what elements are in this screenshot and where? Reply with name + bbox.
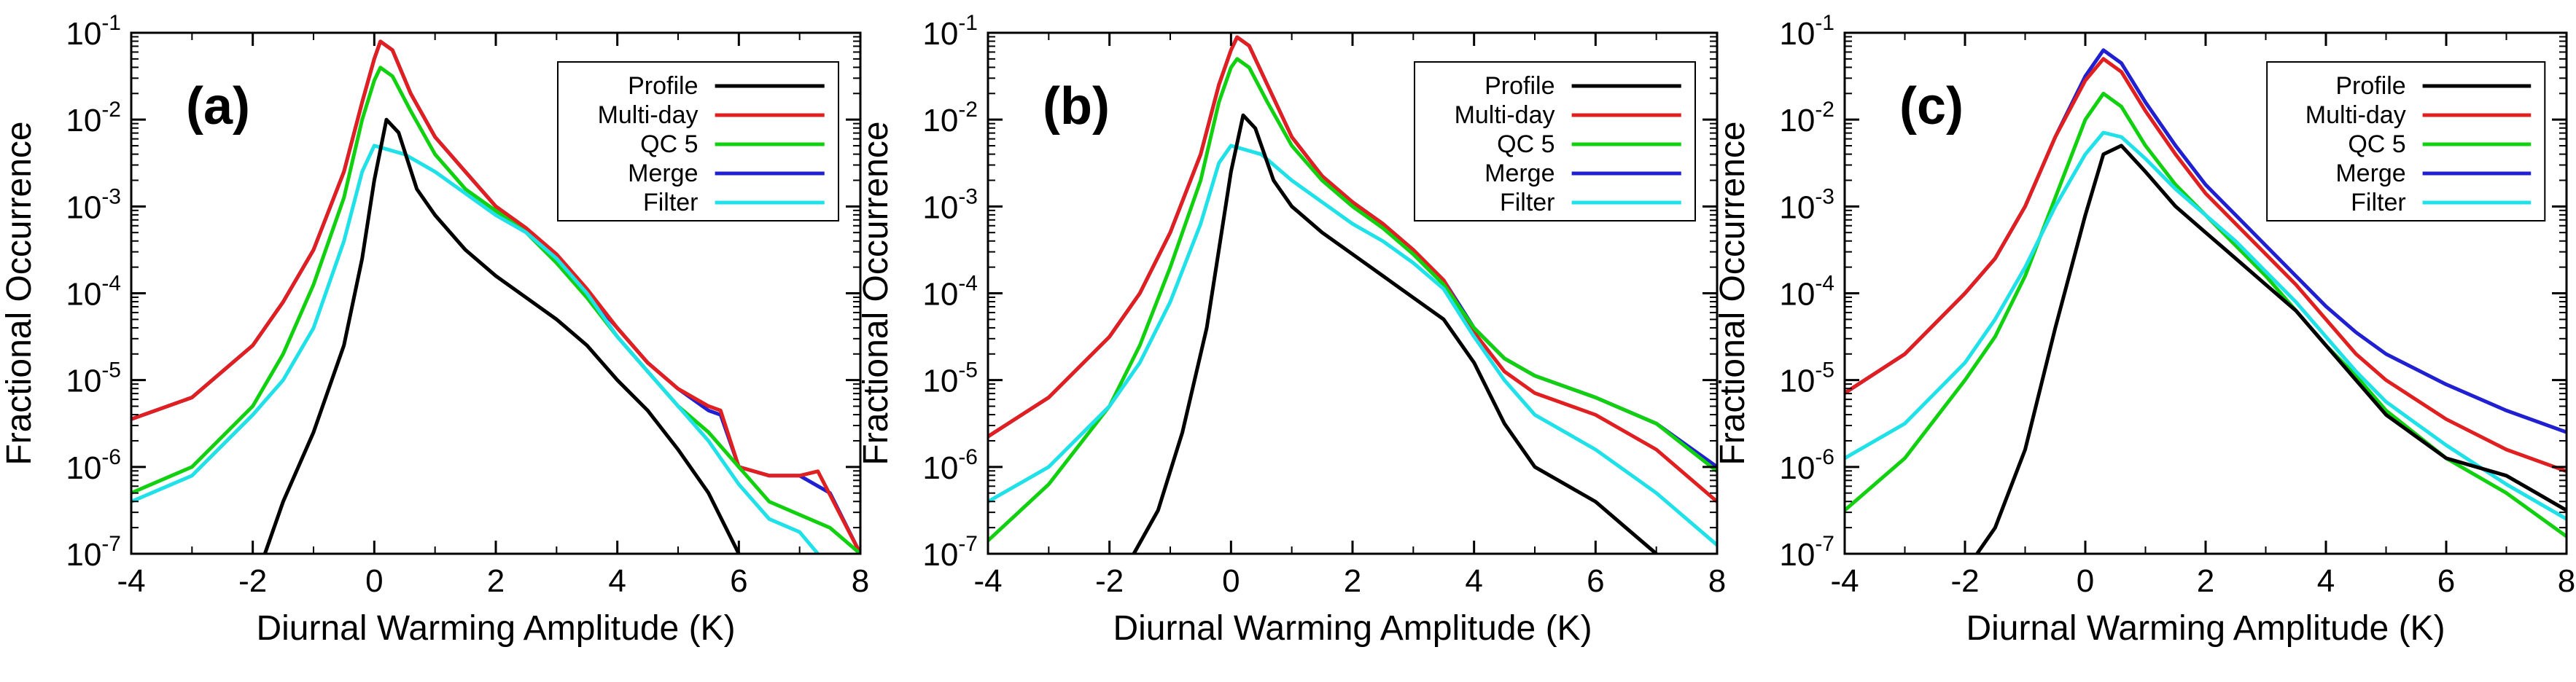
y-tick-label: 10-5 xyxy=(922,358,978,399)
series-line-multi-day xyxy=(988,35,1717,503)
x-tick-label: 2 xyxy=(1344,563,1361,599)
legend-label: Merge xyxy=(2335,160,2405,187)
series-group xyxy=(131,39,860,554)
panel-label: (b) xyxy=(1043,77,1110,136)
y-tick-label: 10-4 xyxy=(66,272,121,313)
panel-label: (c) xyxy=(1899,77,1964,136)
x-tick-label: -4 xyxy=(117,563,145,599)
y-tick-label: 10-1 xyxy=(922,11,978,52)
panel-label: (a) xyxy=(186,77,250,136)
x-axis-title: Diurnal Warming Amplitude (K) xyxy=(256,609,735,648)
y-tick-label: 10-2 xyxy=(1779,98,1834,138)
series-line-profile xyxy=(1132,113,1658,554)
y-tick-label: 10-6 xyxy=(66,445,121,486)
y-axis-title: Fractional Occurrence xyxy=(1713,121,1752,465)
x-tick-label: 8 xyxy=(852,563,869,599)
y-axis-title: Fractional Occurrence xyxy=(0,121,39,465)
legend-label: Filter xyxy=(643,189,699,216)
x-tick-label: 6 xyxy=(1587,563,1604,599)
series-line-multi-day xyxy=(131,39,860,554)
y-tick-label: 10-3 xyxy=(1779,184,1834,225)
y-tick-label: 10-5 xyxy=(66,358,121,399)
x-tick-label: 2 xyxy=(2197,563,2214,599)
legend-label: Profile xyxy=(1484,72,1554,100)
x-tick-label: -2 xyxy=(1950,563,1979,599)
x-tick-label: 2 xyxy=(487,563,505,599)
series-group xyxy=(1845,48,2567,554)
series-line-profile xyxy=(1975,144,2567,554)
x-axis-title: Diurnal Warming Amplitude (K) xyxy=(1966,609,2445,648)
x-tick-label: 4 xyxy=(608,563,626,599)
y-tick-label: 10-7 xyxy=(66,532,121,573)
x-tick-label: 6 xyxy=(2437,563,2455,599)
series-line-qc-5 xyxy=(131,66,860,554)
x-tick-label: 0 xyxy=(2077,563,2094,599)
x-tick-label: -2 xyxy=(1095,563,1124,599)
legend-label: Multi-day xyxy=(598,101,699,129)
series-line-profile xyxy=(262,117,741,554)
series-line-multi-day xyxy=(1845,57,2567,474)
chart-panel-1: -4 -2 0 2 4 6 8 10-1 10-2 10-3 10-4 10-5 10-6 10-7 Diu… xyxy=(0,11,869,648)
x-tick-label: -4 xyxy=(973,563,1002,599)
x-tick-label: 6 xyxy=(730,563,747,599)
legend-label: Filter xyxy=(1500,189,1555,216)
series-line-filter xyxy=(131,144,820,554)
y-tick-label: 10-3 xyxy=(922,184,978,225)
series-line-filter xyxy=(988,144,1717,546)
series-line-filter xyxy=(1845,130,2567,521)
legend-label: Profile xyxy=(2335,72,2405,100)
x-tick-label: 4 xyxy=(1465,563,1482,599)
chart-panel-3: -4 -2 0 2 4 6 8 10-1 10-2 10-3 10-4 10-5 10-6 10-7 Diu… xyxy=(1713,11,2575,648)
x-tick-label: 4 xyxy=(2317,563,2335,599)
y-tick-label: 10-2 xyxy=(66,98,121,138)
x-tick-label: 0 xyxy=(365,563,383,599)
legend-label: Filter xyxy=(2351,189,2406,216)
y-tick-label: 10-4 xyxy=(1779,272,1834,313)
y-tick-label: 10-1 xyxy=(66,11,121,52)
x-tick-label: 0 xyxy=(1222,563,1240,599)
x-tick-label: 8 xyxy=(1708,563,1726,599)
legend-box xyxy=(2266,61,2546,222)
series-line-qc-5 xyxy=(1845,91,2567,538)
y-tick-label: 10-7 xyxy=(1779,532,1834,573)
x-axis-title: Diurnal Warming Amplitude (K) xyxy=(1113,609,1592,648)
legend-label: Merge xyxy=(1484,160,1554,187)
y-tick-label: 10-5 xyxy=(1779,358,1834,399)
x-tick-label: 8 xyxy=(2558,563,2575,599)
y-tick-label: 10-4 xyxy=(922,272,978,313)
x-tick-label: -2 xyxy=(238,563,267,599)
chart-panel-2: -4 -2 0 2 4 6 8 10-1 10-2 10-3 10-4 10-5 10-6 10-7 Diu… xyxy=(857,11,1726,648)
legend-label: Merge xyxy=(628,160,698,187)
series-group xyxy=(988,35,1717,554)
y-tick-label: 10-6 xyxy=(922,445,978,486)
y-axis-title: Fractional Occurrence xyxy=(857,121,895,465)
legend-label: Multi-day xyxy=(1455,101,1555,129)
legend-box xyxy=(1414,61,1696,222)
y-tick-label: 10-2 xyxy=(922,98,978,138)
y-tick-label: 10-7 xyxy=(922,532,978,573)
legend-label: QC 5 xyxy=(1497,130,1554,158)
y-tick-label: 10-3 xyxy=(66,184,121,225)
legend-label: Profile xyxy=(628,72,698,100)
x-tick-label: -4 xyxy=(1830,563,1859,599)
y-tick-label: 10-6 xyxy=(1779,445,1834,486)
legend-box xyxy=(557,61,839,222)
legend-label: Multi-day xyxy=(2305,101,2406,129)
legend-label: QC 5 xyxy=(640,130,698,158)
legend-label: QC 5 xyxy=(2348,130,2405,158)
y-tick-label: 10-1 xyxy=(1779,11,1834,52)
series-line-qc-5 xyxy=(988,57,1717,542)
